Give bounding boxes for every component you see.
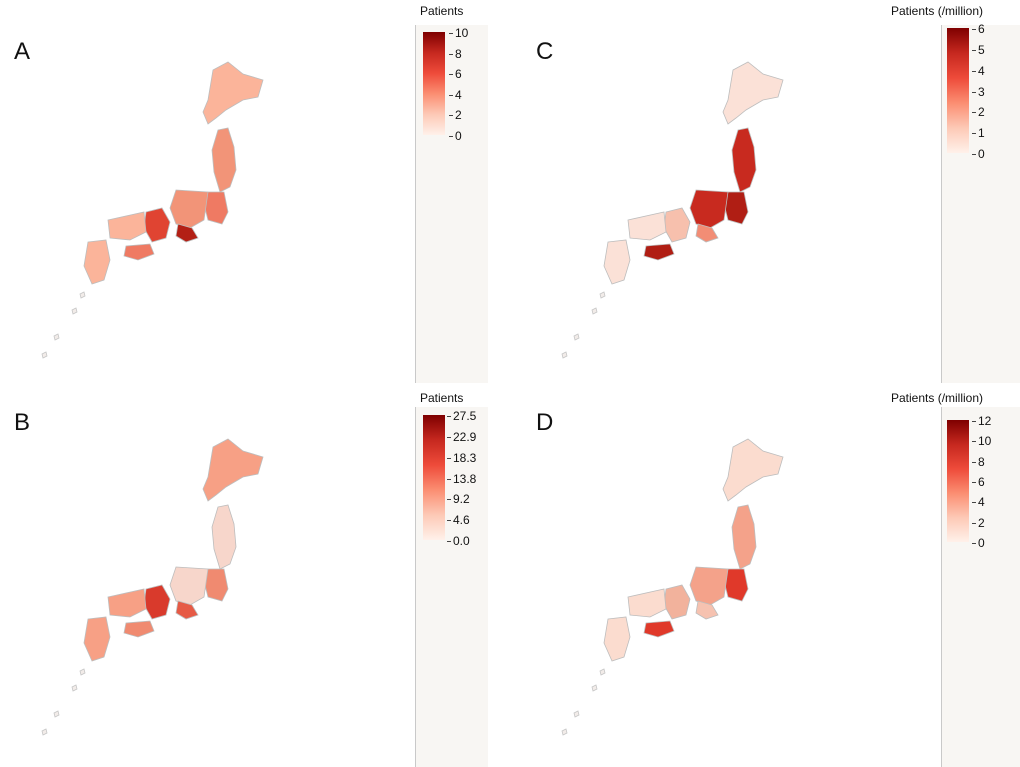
- japan-choropleth-map: [41, 438, 264, 736]
- legend-tick-label: 10: [971, 434, 992, 449]
- legend-tick-label: 8: [449, 46, 462, 61]
- panel-a: A Patients 10 8 6 4 2 0: [0, 0, 510, 383]
- island-region: [561, 728, 568, 736]
- tohoku-region: [731, 127, 757, 193]
- hokkaido-region: [202, 61, 264, 125]
- panel-letter: A: [14, 38, 31, 65]
- tokai-region: [175, 600, 199, 620]
- legend-tick-label: 3: [972, 84, 985, 99]
- japan-choropleth-map: [561, 61, 784, 359]
- chugoku-region: [627, 211, 667, 241]
- legend-tick-label: 5: [972, 42, 985, 57]
- legend-tick-label: 0: [972, 536, 985, 550]
- legend-tick-label: 10: [448, 26, 469, 40]
- japan-choropleth-map: [41, 61, 264, 359]
- panel-d: D Patients (/million) 12 10 8 6 4 2 0: [510, 383, 1020, 767]
- legend-ticks: 27.5 22.9 18.3 13.8 9.2 4.6 0.0: [446, 409, 493, 547]
- kansai-region: [143, 207, 171, 243]
- chugoku-region: [107, 211, 147, 241]
- shikoku-region: [643, 243, 675, 261]
- legend-tick-label: 6: [972, 475, 985, 489]
- chubu-region: [689, 189, 729, 229]
- island-region: [53, 710, 60, 718]
- island-region: [591, 684, 598, 692]
- legend-tick-label: 8: [972, 454, 985, 469]
- legend-ticks: 12 10 8 6 4 2 0: [971, 414, 1018, 549]
- legend-tick-label: 2: [972, 515, 985, 530]
- chubu-region: [169, 566, 209, 606]
- shikoku-region: [123, 243, 155, 261]
- shikoku-region: [123, 620, 155, 638]
- island-region: [41, 351, 48, 359]
- chubu-region: [689, 566, 729, 606]
- tokai-region: [695, 223, 719, 243]
- panel-letter: D: [536, 409, 554, 436]
- legend-tick-label: 4: [972, 495, 985, 510]
- hokkaido-region: [202, 438, 264, 502]
- legend-tick-label: 6: [449, 67, 462, 82]
- legend-tick-label: 4.6: [447, 513, 470, 528]
- legend-ticks: 10 8 6 4 2 0: [448, 26, 495, 142]
- tohoku-region: [211, 127, 237, 193]
- panel-letter: C: [536, 38, 554, 65]
- panel-letter: B: [14, 409, 31, 436]
- island-region: [79, 668, 86, 676]
- color-scale-bar: [947, 420, 969, 542]
- island-region: [71, 684, 78, 692]
- kansai-region: [143, 584, 171, 620]
- tokai-region: [175, 223, 199, 243]
- panel-b: B Patients 27.5 22.9 18.3 13.8 9.2 4.6 0.0: [0, 383, 510, 767]
- legend-tick-label: 0: [972, 147, 985, 161]
- legend-tick-label: 4: [449, 87, 462, 102]
- color-scale-bar: [423, 32, 445, 135]
- island-region: [41, 728, 48, 736]
- island-region: [573, 710, 580, 718]
- island-region: [591, 307, 598, 315]
- legend-tick-label: 2: [972, 105, 985, 120]
- legend-tick-label: 27.5: [446, 409, 477, 423]
- legend-tick-label: 13.8: [446, 471, 477, 486]
- legend-tick-label: 18.3: [446, 450, 477, 465]
- color-scale-bar: [423, 415, 445, 540]
- shikoku-region: [643, 620, 675, 638]
- tohoku-region: [211, 504, 237, 570]
- island-region: [71, 307, 78, 315]
- legend-tick-label: 1: [972, 126, 985, 141]
- legend-title: Patients (/million): [891, 391, 984, 405]
- hokkaido-region: [722, 438, 784, 502]
- chugoku-region: [107, 588, 147, 618]
- legend-tick-label: 12: [971, 414, 992, 428]
- legend-ticks: 6 5 4 3 2 1 0: [972, 22, 1018, 160]
- panel-c: C Patients (/million) 6 5 4 3 2 1 0: [510, 0, 1020, 383]
- legend-title: Patients (/million): [891, 4, 984, 18]
- kansai-region: [663, 584, 691, 620]
- tohoku-region: [731, 504, 757, 570]
- japan-choropleth-map: [561, 438, 784, 736]
- legend-tick-label: 0: [449, 129, 462, 143]
- island-region: [599, 668, 606, 676]
- legend-tick-label: 0.0: [447, 534, 470, 548]
- island-region: [53, 333, 60, 341]
- kyushu-region: [603, 239, 631, 285]
- legend-tick-label: 6: [972, 22, 985, 36]
- legend-tick-label: 4: [972, 63, 985, 78]
- island-region: [561, 351, 568, 359]
- kyushu-region: [603, 616, 631, 662]
- hokkaido-region: [722, 61, 784, 125]
- island-region: [573, 333, 580, 341]
- legend-tick-label: 9.2: [447, 492, 470, 507]
- kyushu-region: [83, 616, 111, 662]
- kyushu-region: [83, 239, 111, 285]
- legend-tick-label: 22.9: [446, 429, 477, 444]
- chugoku-region: [627, 588, 667, 618]
- kansai-region: [663, 207, 691, 243]
- island-region: [79, 291, 86, 299]
- tokai-region: [695, 600, 719, 620]
- island-region: [599, 291, 606, 299]
- color-scale-bar: [947, 28, 969, 153]
- legend-title: Patients: [420, 391, 464, 405]
- chubu-region: [169, 189, 209, 229]
- legend-tick-label: 2: [449, 108, 462, 123]
- legend-title: Patients: [420, 4, 464, 18]
